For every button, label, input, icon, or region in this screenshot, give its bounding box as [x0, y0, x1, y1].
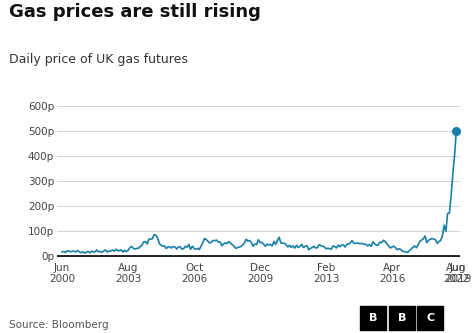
- Text: B: B: [369, 313, 377, 323]
- Text: C: C: [426, 313, 434, 323]
- Text: B: B: [398, 313, 406, 323]
- Text: Gas prices are still rising: Gas prices are still rising: [9, 3, 261, 21]
- Text: Source: Bloomberg: Source: Bloomberg: [9, 320, 109, 330]
- Text: Daily price of UK gas futures: Daily price of UK gas futures: [9, 53, 188, 66]
